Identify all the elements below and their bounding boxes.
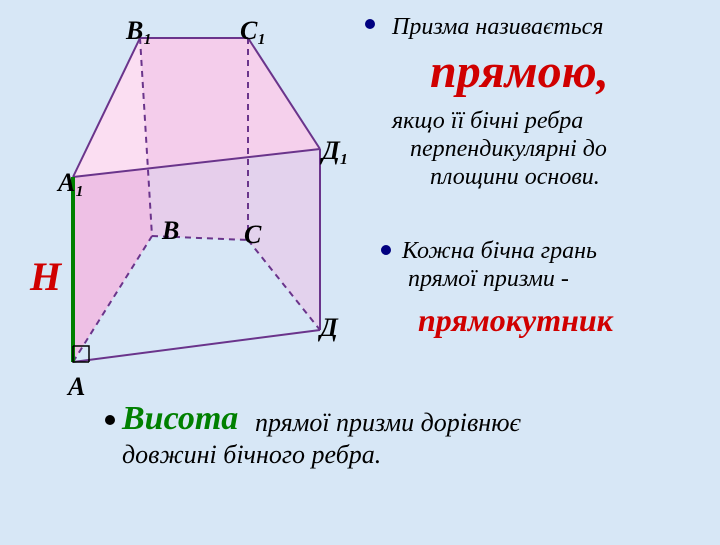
bullet-1 (365, 19, 375, 29)
label-A1: А₁ (58, 168, 84, 198)
text-height-word: Висота (122, 400, 238, 438)
label-B: В (162, 216, 179, 246)
slide-root: В₁ С₁ А₁ Д₁ В С А Д Н Призма називається… (0, 0, 720, 540)
label-D1: Д₁ (322, 136, 349, 166)
label-A: А (68, 372, 85, 402)
text-height-rest: прямої призми дорівнює (255, 408, 521, 438)
label-B1: В₁ (126, 16, 152, 46)
label-C1: С₁ (240, 16, 266, 46)
text-if-edges-2: перпендикулярні до (410, 136, 607, 163)
bullet-3 (105, 415, 115, 425)
text-pryamoyu: прямою, (430, 44, 609, 99)
text-if-edges-1: якщо її бічні ребра (392, 108, 583, 135)
label-C: С (244, 220, 261, 250)
text-prism-called: Призма називається (392, 14, 603, 41)
label-H: Н (30, 253, 61, 300)
text-each-face-1: Кожна бічна грань (402, 238, 597, 265)
text-rectangle: прямокутник (418, 302, 613, 339)
text-each-face-2: прямої призми - (408, 266, 569, 293)
label-D: Д (320, 313, 338, 343)
text-height-line2: довжині бічного ребра. (122, 440, 381, 470)
bullet-2 (381, 245, 391, 255)
text-if-edges-3: площини основи. (430, 164, 600, 191)
